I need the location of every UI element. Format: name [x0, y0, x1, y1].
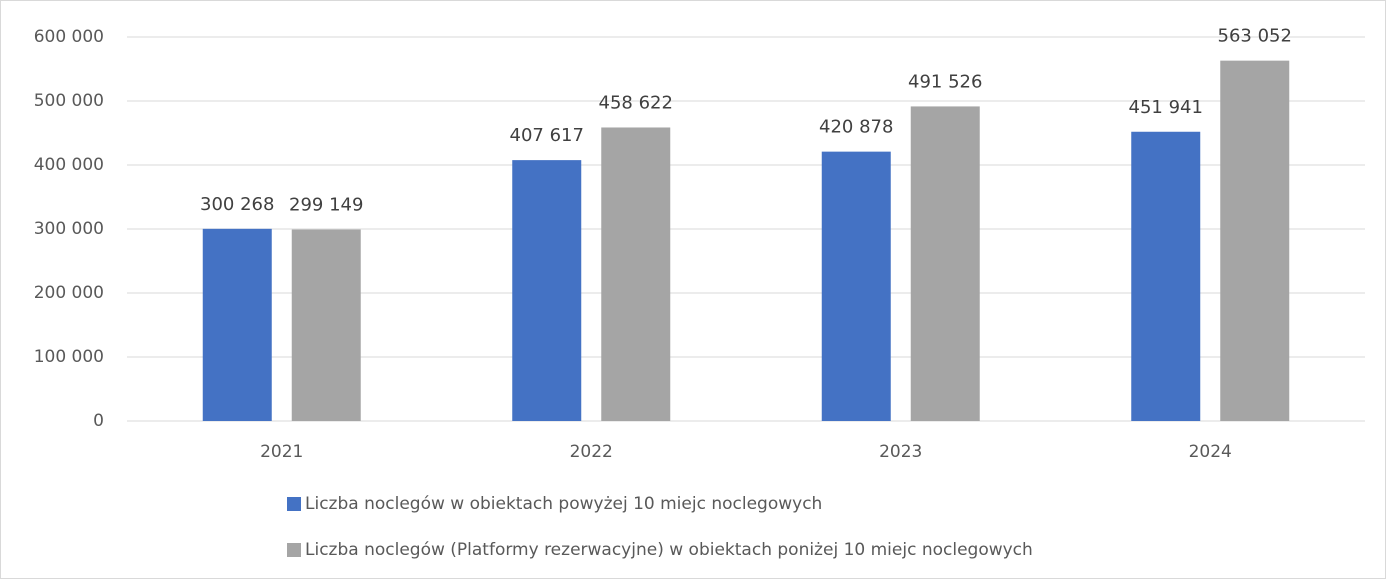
- data-label: 451 941: [1129, 97, 1203, 118]
- y-tick-label: 600 000: [34, 27, 104, 47]
- bar: [1131, 131, 1201, 422]
- y-tick-label: 300 000: [34, 219, 104, 239]
- y-tick-label: 100 000: [34, 347, 104, 367]
- bar: [601, 127, 671, 421]
- legend-label: Liczba noclegów (Platformy rezerwacyjne)…: [305, 540, 1033, 560]
- x-tick-label: 2023: [879, 442, 922, 462]
- bar: [1220, 60, 1290, 421]
- data-label: 407 617: [510, 125, 584, 146]
- legend-label: Liczba noclegów w obiektach powyżej 10 m…: [305, 494, 822, 514]
- data-label: 420 878: [819, 117, 893, 138]
- data-label: 299 149: [289, 195, 363, 216]
- data-label: 491 526: [908, 71, 982, 92]
- y-tick-label: 400 000: [34, 155, 104, 175]
- x-tick-label: 2024: [1189, 442, 1232, 462]
- data-label: 563 052: [1218, 26, 1292, 47]
- x-tick-label: 2021: [260, 442, 303, 462]
- legend-swatch: [287, 543, 301, 557]
- y-tick-label: 200 000: [34, 283, 104, 303]
- legend-swatch: [287, 497, 301, 511]
- y-tick-label: 0: [93, 411, 104, 431]
- y-tick-label: 500 000: [34, 91, 104, 111]
- bar: [291, 229, 361, 421]
- bar: [202, 228, 272, 421]
- bar: [910, 106, 980, 421]
- bar: [821, 151, 891, 422]
- bar: [512, 160, 582, 421]
- data-label: 300 268: [200, 194, 274, 215]
- x-tick-label: 2022: [570, 442, 613, 462]
- data-label: 458 622: [599, 92, 673, 113]
